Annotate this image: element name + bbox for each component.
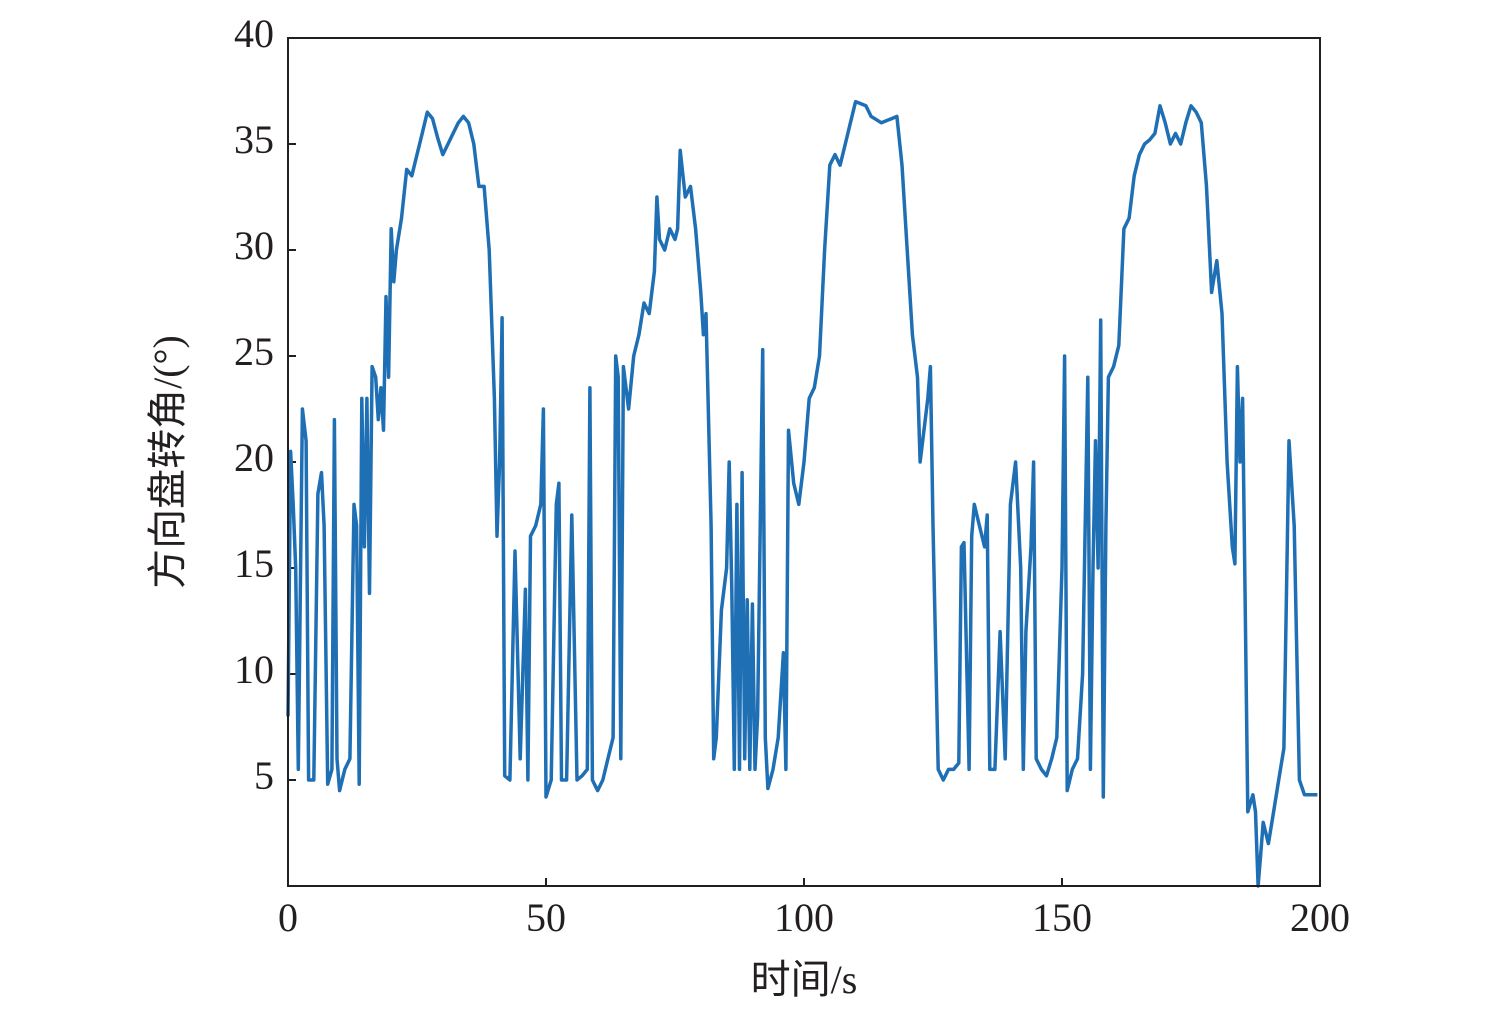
- y-tick-label: 35: [234, 117, 274, 162]
- y-tick-label: 20: [234, 435, 274, 480]
- y-tick-label: 25: [234, 329, 274, 374]
- x-tick-label: 200: [1290, 895, 1350, 940]
- plot-frame: [287, 37, 1321, 887]
- y-axis-label: 方向盘转角/(°): [145, 335, 190, 589]
- x-tick-label: 150: [1032, 895, 1092, 940]
- x-axis-label: 时间/s: [751, 957, 858, 1002]
- y-tick-label: 10: [234, 647, 274, 692]
- x-tick-label: 0: [278, 895, 298, 940]
- y-tick-label: 5: [254, 753, 274, 798]
- y-tick-label: 15: [234, 541, 274, 586]
- x-tick-label: 100: [774, 895, 834, 940]
- y-tick-label: 30: [234, 223, 274, 268]
- x-tick-label: 50: [526, 895, 566, 940]
- data-line: [286, 99, 1318, 888]
- y-tick-label: 40: [234, 11, 274, 56]
